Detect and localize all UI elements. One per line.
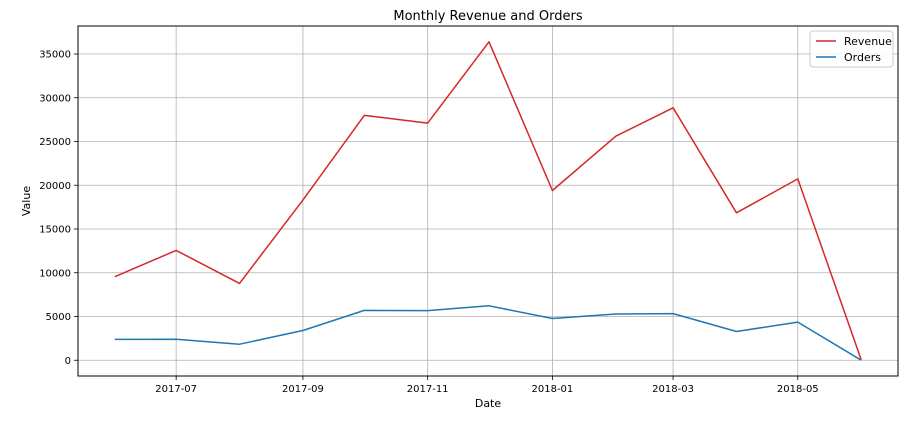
- series-line-revenue: [114, 41, 862, 361]
- y-tick-label: 25000: [39, 137, 71, 148]
- y-tick-label: 15000: [39, 225, 71, 236]
- plot-area: [77, 25, 899, 377]
- y-axis-ticks: 0 5000 10000 15000 20000 25000 30000 35000: [39, 50, 78, 367]
- legend: Revenue Orders: [809, 30, 894, 68]
- y-tick-label: 5000: [46, 312, 71, 323]
- x-tick-label: 2017-11: [407, 384, 449, 395]
- y-tick-label: 35000: [39, 50, 71, 61]
- x-tick-label: 2017-07: [155, 384, 197, 395]
- legend-box: [809, 30, 894, 68]
- x-axis-ticks: 2017-07 2017-09 2017-11 2018-01 2018-03 2018-…: [155, 376, 819, 395]
- x-tick-label: 2018-05: [777, 384, 819, 395]
- series-layer: [114, 41, 862, 361]
- y-tick-label: 20000: [39, 181, 71, 192]
- y-tick-label: 10000: [39, 268, 71, 279]
- x-tick-label: 2018-03: [652, 384, 694, 395]
- x-axis-label: Date: [475, 397, 502, 410]
- x-tick-label: 2018-01: [532, 384, 574, 395]
- x-tick-label: 2017-09: [282, 384, 324, 395]
- legend-label-revenue: Revenue: [844, 35, 892, 48]
- grid: [78, 26, 898, 376]
- series-line-orders: [114, 305, 862, 361]
- y-axis-label: Value: [20, 186, 33, 216]
- y-tick-label: 30000: [39, 93, 71, 104]
- chart-title: Monthly Revenue and Orders: [393, 9, 582, 24]
- legend-label-orders: Orders: [844, 51, 881, 64]
- y-tick-label: 0: [65, 356, 71, 367]
